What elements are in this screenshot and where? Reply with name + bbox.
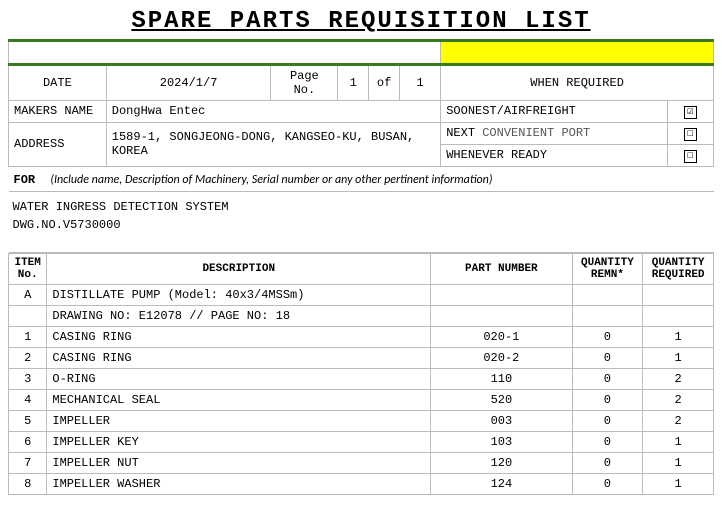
item-part: 124 [431,473,572,494]
for-detail-line1: WATER INGRESS DETECTION SYSTEM [13,198,710,216]
address-label: ADDRESS [9,122,107,166]
item-part: 120 [431,452,572,473]
item-part: 110 [431,368,572,389]
group-a-no: A [9,284,47,305]
item-no: 2 [9,347,47,368]
item-desc: MECHANICAL SEAL [47,389,431,410]
item-desc: IMPELLER KEY [47,431,431,452]
page-total: 1 [400,64,441,100]
req-next-checkbox[interactable]: ☐ [684,128,697,141]
group-row: DRAWING NO: E12078 // PAGE NO: 18 [9,305,714,326]
page-current: 1 [338,64,369,100]
item-part: 003 [431,410,572,431]
item-part: 020-1 [431,326,572,347]
makers-name-value: DongHwa Entec [106,100,440,122]
for-line: FOR (Include name, Description of Machin… [9,166,714,191]
req-whenever-label: WHENEVER READY [441,144,667,166]
item-q1: 0 [572,473,643,494]
item-no: 5 [9,410,47,431]
item-no: 1 [9,326,47,347]
req-whenever-checkbox[interactable]: ☐ [684,150,697,163]
req-soonest-checkbox[interactable]: ☑ [684,106,697,119]
item-q2: 1 [643,326,714,347]
date-label: DATE [9,64,107,100]
table-row: 2CASING RING020-201 [9,347,714,368]
item-q2: 1 [643,347,714,368]
when-required-label: WHEN REQUIRED [441,64,714,100]
item-no: 7 [9,452,47,473]
item-no: 8 [9,473,47,494]
table-row: 4MECHANICAL SEAL52002 [9,389,714,410]
page-title: SPARE PARTS REQUISITION LIST [8,8,714,42]
col-desc: DESCRIPTION [47,253,431,284]
col-part: PART NUMBER [431,253,572,284]
table-row: 5IMPELLER00302 [9,410,714,431]
item-q1: 0 [572,368,643,389]
item-q2: 2 [643,368,714,389]
group-a-desc2: DRAWING NO: E12078 // PAGE NO: 18 [47,305,431,326]
item-part: 020-2 [431,347,572,368]
item-q1: 0 [572,452,643,473]
item-desc: IMPELLER WASHER [47,473,431,494]
item-no: 6 [9,431,47,452]
col-item: ITEM No. [9,253,47,284]
col-q1: QUANTITY REMN* [572,253,643,284]
col-q2: QUANTITY REQUIRED [643,253,714,284]
for-detail-line2: DWG.NO.V5730000 [13,216,710,234]
for-label: FOR [14,173,36,187]
item-q1: 0 [572,410,643,431]
item-q2: 1 [643,473,714,494]
header-table: DATE 2024/1/7 Page No. 1 of 1 WHEN REQUI… [8,42,714,253]
item-no: 4 [9,389,47,410]
group-a-desc1: DISTILLATE PUMP (Model: 40x3/4MSSm) [47,284,431,305]
item-q2: 2 [643,410,714,431]
page-of: of [369,64,400,100]
item-part: 103 [431,431,572,452]
item-desc: CASING RING [47,326,431,347]
item-desc: IMPELLER NUT [47,452,431,473]
item-part: 520 [431,389,572,410]
table-row: 8IMPELLER WASHER12401 [9,473,714,494]
item-desc: CASING RING [47,347,431,368]
table-row: 1CASING RING020-101 [9,326,714,347]
item-q2: 2 [643,389,714,410]
item-q1: 0 [572,347,643,368]
makers-name-label: MAKERS NAME [9,100,107,122]
item-q1: 0 [572,326,643,347]
table-row: 7IMPELLER NUT12001 [9,452,714,473]
for-hint: (Include name, Description of Machinery,… [42,173,492,187]
date-value: 2024/1/7 [106,64,271,100]
page-label: Page No. [271,64,338,100]
items-table: ITEM No. DESCRIPTION PART NUMBER QUANTIT… [8,253,714,495]
table-row: 3O-RING11002 [9,368,714,389]
item-q1: 0 [572,431,643,452]
item-desc: O-RING [47,368,431,389]
group-row: A DISTILLATE PUMP (Model: 40x3/4MSSm) [9,284,714,305]
item-q2: 1 [643,452,714,473]
for-detail: WATER INGRESS DETECTION SYSTEM DWG.NO.V5… [9,191,714,252]
table-row: 6IMPELLER KEY10301 [9,431,714,452]
item-q2: 1 [643,431,714,452]
item-no: 3 [9,368,47,389]
item-q1: 0 [572,389,643,410]
req-soonest-label: SOONEST/AIRFREIGHT [441,100,667,122]
item-desc: IMPELLER [47,410,431,431]
req-next-label: NEXT CONVENIENT PORT [441,122,667,144]
address-value: 1589-1, SONGJEONG-DONG, KANGSEO-KU, BUSA… [106,122,440,166]
